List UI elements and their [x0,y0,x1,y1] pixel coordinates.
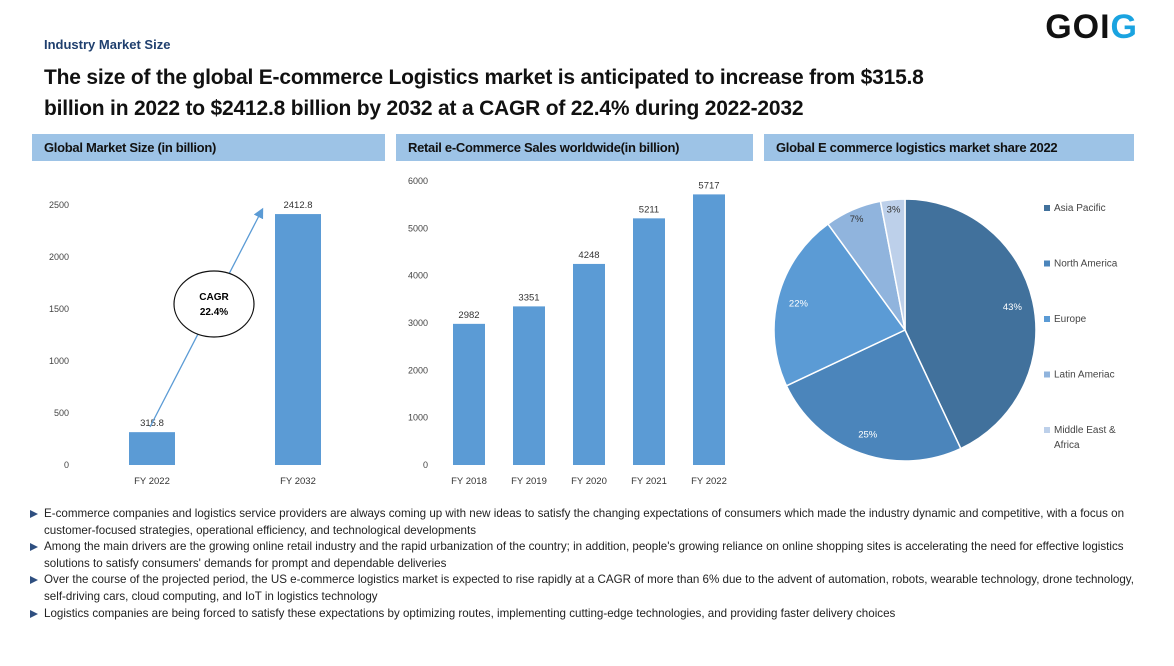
pie-slice [879,198,906,331]
title-line-2: billion in 2022 to $2412.8 billion by 20… [44,97,804,120]
bar [513,306,545,465]
bar [633,218,665,465]
y-tick-label: 6000 [408,176,428,186]
slice-label: 22% [789,299,809,310]
legend-swatch [1044,205,1050,211]
panel-header-market-share: Global E commerce logistics market share… [764,134,1134,161]
pie-slice [773,222,907,387]
bar [693,194,725,466]
data-label: 4248 [578,250,599,261]
legend-label: North America [1054,259,1118,270]
y-tick-label: 2500 [49,200,69,210]
bar [129,432,175,465]
y-tick-label: 5000 [408,223,428,233]
x-tick-label: FY 2032 [280,476,316,487]
cagr-ellipse [173,270,255,338]
slice-label: 25% [858,430,878,441]
bullet-item: Over the course of the projected period,… [30,572,1145,605]
y-tick-label: 3000 [408,318,428,328]
x-tick-label: FY 2020 [571,476,607,487]
panel-header-retail-sales: Retail e-Commerce Sales worldwide(in bil… [396,134,753,161]
data-label: 3351 [518,292,539,303]
x-tick-label: FY 2018 [451,476,487,487]
data-label: 5211 [639,204,659,215]
retail-sales-chart: 0 1000 2000 3000 4000 5000 6000 2982 FY 2018 3351… [408,176,727,487]
bar [573,263,605,465]
bullet-list: E-commerce companies and logistics servi… [30,506,1145,622]
y-tick-label: 1000 [49,356,69,366]
pie-slice [904,198,1037,450]
y-tick-label: 2000 [49,252,69,262]
cagr-label: CAGR [199,292,229,303]
y-tick-label: 4000 [408,271,428,281]
section-label: Industry Market Size [44,37,171,52]
pie-slice [785,329,962,462]
panel-header-market-size: Global Market Size (in billion) [32,134,385,161]
cagr-value: 22.4% [200,307,228,318]
logo: GOIG [1045,8,1138,46]
legend-label: Africa [1054,440,1080,451]
slice-label: 43% [1003,302,1023,313]
bar [453,323,485,465]
data-label: 2982 [458,310,479,321]
legend-swatch [1044,427,1050,433]
y-tick-label: 1500 [49,304,69,314]
legend-swatch [1044,371,1050,378]
legend-swatch [1044,260,1050,267]
y-tick-label: 500 [54,408,69,418]
legend-label: Middle East & [1054,425,1116,436]
market-share-pie: 43% 25% 22% 7% 3% Asia Pacific North America Eu… [773,198,1118,462]
data-label: 2412.8 [283,200,312,211]
slice-label: 7% [850,214,864,225]
y-tick-label: 0 [423,460,428,470]
page-title: The size of the global E-commerce Logist… [44,62,924,124]
title-line-1: The size of the global E-commerce Logist… [44,66,924,89]
y-tick-label: 0 [64,460,69,470]
bar [275,214,321,465]
data-label: 5717 [698,180,719,191]
bullet-item: E-commerce companies and logistics servi… [30,506,1145,539]
x-tick-label: FY 2019 [511,476,547,487]
market-size-chart: 05001000150020002500315.8FY 20222412.8FY… [49,200,321,487]
legend-swatch [1044,316,1050,322]
slice-label: 3% [887,205,901,216]
y-tick-label: 2000 [408,365,428,375]
legend-label: Asia Pacific [1054,203,1106,214]
x-tick-label: FY 2022 [691,476,727,487]
x-tick-label: FY 2021 [631,476,667,487]
legend-label: Latin Ameriac [1054,370,1115,381]
legend-label: Europe [1054,314,1087,325]
y-tick-label: 1000 [408,413,428,423]
bullet-item: Logistics companies are being forced to … [30,606,1145,623]
x-tick-label: FY 2022 [134,476,170,487]
bullet-item: Among the main drivers are the growing o… [30,539,1145,572]
